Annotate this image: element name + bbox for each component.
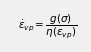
Text: $\dot{\varepsilon}_{vp} = \dfrac{g(\sigma)}{\eta(\varepsilon_{vp})}$: $\dot{\varepsilon}_{vp} = \dfrac{g(\sigm… — [18, 12, 77, 40]
